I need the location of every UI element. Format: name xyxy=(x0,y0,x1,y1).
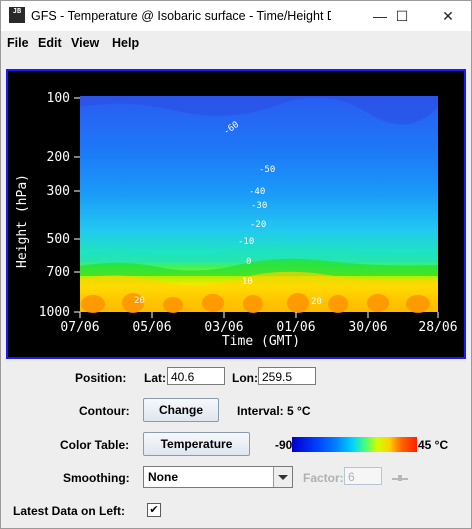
menu-file[interactable]: File xyxy=(7,36,29,50)
x-tick-label: 03/06 xyxy=(204,320,243,335)
menu-bar: File Edit View Help xyxy=(1,31,471,55)
y-tick-label: 1000 xyxy=(39,305,70,320)
y-tick-label: 500 xyxy=(47,232,70,247)
x-tick-label: 28/06 xyxy=(418,320,457,335)
plot-canvas: -60 -50 -40 -30 -20 -10 0 10 20 20 xyxy=(15,91,458,349)
app-icon: JB xyxy=(9,7,25,23)
contour-label: 10 xyxy=(242,277,253,287)
factor-field[interactable]: 6 xyxy=(344,467,382,485)
position-label: Position: xyxy=(75,371,127,385)
lon-field[interactable]: 259.5 xyxy=(258,367,316,385)
x-tick-label: 05/06 xyxy=(132,320,171,335)
latest-data-label: Latest Data on Left: xyxy=(13,504,126,518)
color-table-label: Color Table: xyxy=(60,438,130,452)
contour-interval: Interval: 5 °C xyxy=(237,404,311,418)
contour-label: Contour: xyxy=(79,404,130,418)
contour-label: 20 xyxy=(311,297,322,307)
factor-label: Factor: xyxy=(303,471,344,485)
lon-label: Lon: xyxy=(232,371,258,385)
y-tick-label: 200 xyxy=(47,150,70,165)
color-max-label: 45 °C xyxy=(418,438,449,452)
window-title: GFS - Temperature @ Isobaric surface - T… xyxy=(31,9,331,23)
contour-label: -30 xyxy=(251,201,267,211)
time-height-plot[interactable]: -60 -50 -40 -30 -20 -10 0 10 20 20 xyxy=(6,69,466,359)
y-tick-label: 100 xyxy=(47,91,70,106)
contour-label: -40 xyxy=(249,187,265,197)
lat-label: Lat: xyxy=(144,371,166,385)
menu-edit[interactable]: Edit xyxy=(38,36,62,50)
latest-data-checkbox[interactable]: ✔ xyxy=(147,503,161,517)
contour-label: -10 xyxy=(238,237,254,247)
smoothing-label: Smoothing: xyxy=(63,471,130,485)
contour-label: -50 xyxy=(259,165,275,175)
y-tick-label: 700 xyxy=(47,265,70,280)
x-tick-label: 01/06 xyxy=(276,320,315,335)
y-axis-label: Height (hPa) xyxy=(15,174,30,268)
contour-label: -20 xyxy=(250,220,266,230)
contour-label: 20 xyxy=(134,296,145,306)
smoothing-select[interactable]: None xyxy=(143,466,293,488)
color-min-label: -90 xyxy=(275,438,293,452)
y-tick-label: 300 xyxy=(47,184,70,199)
x-tick-label: 07/06 xyxy=(60,320,99,335)
chevron-down-icon[interactable] xyxy=(273,467,292,487)
factor-slider-icon[interactable] xyxy=(392,475,408,481)
menu-help[interactable]: Help xyxy=(112,36,140,50)
color-table-bar[interactable] xyxy=(292,437,417,452)
lat-field[interactable]: 40.6 xyxy=(167,367,225,385)
contour-label: 0 xyxy=(246,257,251,267)
menu-view[interactable]: View xyxy=(71,36,100,50)
contour-change-button[interactable]: Change xyxy=(143,398,219,422)
title-bar: JB GFS - Temperature @ Isobaric surface … xyxy=(1,1,471,31)
smoothing-value: None xyxy=(148,470,178,484)
maximize-button[interactable]: ☐ xyxy=(395,7,409,24)
x-tick-label: 30/06 xyxy=(348,320,387,335)
x-axis-label: Time (GMT) xyxy=(222,334,300,349)
minimize-button[interactable]: — xyxy=(373,8,387,24)
close-button[interactable]: ✕ xyxy=(442,7,454,24)
color-table-button[interactable]: Temperature xyxy=(143,432,250,456)
